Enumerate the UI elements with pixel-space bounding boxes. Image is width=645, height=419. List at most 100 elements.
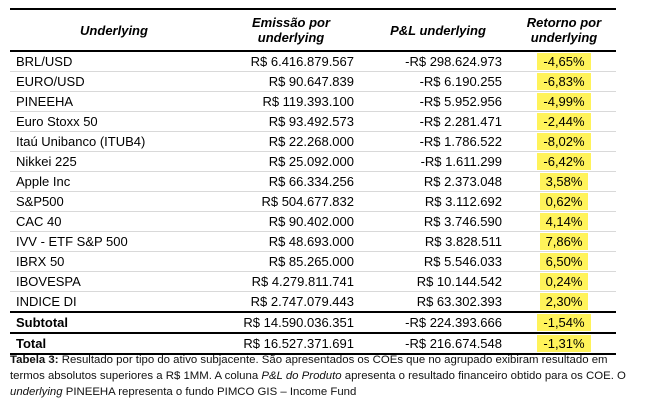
highlighted-return-value: 2,30% bbox=[539, 293, 589, 310]
highlighted-return-value: 0,62% bbox=[539, 193, 589, 210]
cell-underlying: Total bbox=[10, 333, 218, 355]
cell-emissao: R$ 14.590.036.351 bbox=[218, 312, 364, 334]
caption-text-2: apresenta o resultado financeiro obtido … bbox=[341, 370, 626, 382]
table-row: S&P500 R$ 504.677.832 R$ 3.112.692 0,62% bbox=[10, 191, 616, 212]
table-row: PINEEHA R$ 119.393.100 -R$ 5.952.956 -4,99% bbox=[10, 91, 616, 112]
highlighted-return-value: -2,44% bbox=[537, 113, 591, 130]
caption-text-1: Resultado por tipo do ativo subjacente. … bbox=[10, 354, 608, 382]
cell-retorno: 7,86% bbox=[512, 231, 616, 252]
table-row: Itaú Unibanco (ITUB4) R$ 22.268.000 -R$ 1.… bbox=[10, 131, 616, 152]
cell-pl: R$ 3.746.590 bbox=[364, 211, 512, 232]
cell-underlying: S&P500 bbox=[10, 191, 218, 212]
cell-pl: -R$ 2.281.471 bbox=[364, 111, 512, 132]
cell-retorno: -4,99% bbox=[512, 91, 616, 112]
cell-emissao: R$ 90.647.839 bbox=[218, 71, 364, 92]
cell-underlying: Apple Inc bbox=[10, 171, 218, 192]
cell-underlying: IBRX 50 bbox=[10, 251, 218, 272]
results-table-container: Underlying Emissão por underlying P&L un… bbox=[10, 8, 616, 355]
cell-retorno: -1,31% bbox=[512, 333, 616, 355]
cell-emissao: R$ 4.279.811.741 bbox=[218, 271, 364, 292]
cell-pl: R$ 3.828.511 bbox=[364, 231, 512, 252]
table-row: IVV - ETF S&P 500 R$ 48.693.000 R$ 3.828.5… bbox=[10, 231, 616, 252]
highlighted-return-value: -8,02% bbox=[537, 133, 591, 150]
highlighted-return-value: -6,83% bbox=[537, 73, 591, 90]
highlighted-return-value: -1,54% bbox=[537, 314, 591, 331]
cell-retorno: 6,50% bbox=[512, 251, 616, 272]
highlighted-return-value: -6,42% bbox=[537, 153, 591, 170]
cell-emissao: R$ 6.416.879.567 bbox=[218, 51, 364, 72]
cell-underlying: IVV - ETF S&P 500 bbox=[10, 231, 218, 252]
cell-emissao: R$ 85.265.000 bbox=[218, 251, 364, 272]
table-caption: Tabela 3: Resultado por tipo do ativo su… bbox=[10, 352, 635, 400]
cell-emissao: R$ 25.092.000 bbox=[218, 151, 364, 172]
cell-emissao: R$ 504.677.832 bbox=[218, 191, 364, 212]
caption-italic-1: P&L do Produto bbox=[261, 370, 342, 382]
cell-retorno: 4,14% bbox=[512, 211, 616, 232]
header-pl: P&L underlying bbox=[364, 8, 512, 52]
cell-pl: -R$ 1.611.299 bbox=[364, 151, 512, 172]
cell-retorno: 0,24% bbox=[512, 271, 616, 292]
cell-retorno: -1,54% bbox=[512, 312, 616, 334]
highlighted-return-value: -1,31% bbox=[537, 335, 591, 352]
caption-text-3: PINEEHA representa o fundo PIMCO GIS – I… bbox=[62, 386, 357, 398]
cell-underlying: INDICE DI bbox=[10, 291, 218, 313]
highlighted-return-value: -4,65% bbox=[537, 53, 591, 70]
caption-italic-2: underlying bbox=[10, 386, 63, 398]
cell-underlying: BRL/USD bbox=[10, 51, 218, 72]
cell-emissao: R$ 2.747.079.443 bbox=[218, 291, 364, 313]
results-table: Underlying Emissão por underlying P&L un… bbox=[10, 8, 616, 355]
highlighted-return-value: 7,86% bbox=[539, 233, 589, 250]
table-row: INDICE DI R$ 2.747.079.443 R$ 63.302.393 2,… bbox=[10, 291, 616, 313]
cell-retorno: -6,83% bbox=[512, 71, 616, 92]
table-row: IBOVESPA R$ 4.279.811.741 R$ 10.144.542 0,2… bbox=[10, 271, 616, 292]
cell-retorno: 3,58% bbox=[512, 171, 616, 192]
cell-emissao: R$ 22.268.000 bbox=[218, 131, 364, 152]
subtotal-row: Subtotal R$ 14.590.036.351 -R$ 224.393.666… bbox=[10, 312, 616, 334]
table-row: Apple Inc R$ 66.334.256 R$ 2.373.048 3,58% bbox=[10, 171, 616, 192]
table-row: BRL/USD R$ 6.416.879.567 -R$ 298.624.973 -4… bbox=[10, 51, 616, 72]
highlighted-return-value: 4,14% bbox=[539, 213, 589, 230]
table-row: IBRX 50 R$ 85.265.000 R$ 5.546.033 6,50% bbox=[10, 251, 616, 272]
cell-pl: -R$ 298.624.973 bbox=[364, 51, 512, 72]
table-row: EURO/USD R$ 90.647.839 -R$ 6.190.255 -6,83% bbox=[10, 71, 616, 92]
cell-pl: R$ 2.373.048 bbox=[364, 171, 512, 192]
cell-underlying: Nikkei 225 bbox=[10, 151, 218, 172]
highlighted-return-value: 0,24% bbox=[539, 273, 589, 290]
header-underlying: Underlying bbox=[10, 8, 218, 52]
cell-retorno: -8,02% bbox=[512, 131, 616, 152]
cell-pl: R$ 3.112.692 bbox=[364, 191, 512, 212]
cell-emissao: R$ 93.492.573 bbox=[218, 111, 364, 132]
cell-underlying: Subtotal bbox=[10, 312, 218, 334]
table-row: CAC 40 R$ 90.402.000 R$ 3.746.590 4,14% bbox=[10, 211, 616, 232]
cell-emissao: R$ 48.693.000 bbox=[218, 231, 364, 252]
cell-underlying: EURO/USD bbox=[10, 71, 218, 92]
cell-underlying: PINEEHA bbox=[10, 91, 218, 112]
highlighted-return-value: -4,99% bbox=[537, 93, 591, 110]
cell-underlying: Euro Stoxx 50 bbox=[10, 111, 218, 132]
cell-pl: R$ 63.302.393 bbox=[364, 291, 512, 313]
cell-emissao: R$ 119.393.100 bbox=[218, 91, 364, 112]
cell-pl: -R$ 1.786.522 bbox=[364, 131, 512, 152]
highlighted-return-value: 6,50% bbox=[539, 253, 589, 270]
cell-pl: -R$ 216.674.548 bbox=[364, 333, 512, 355]
table-row: Nikkei 225 R$ 25.092.000 -R$ 1.611.299 -6,4… bbox=[10, 151, 616, 172]
cell-retorno: 2,30% bbox=[512, 291, 616, 313]
cell-pl: -R$ 224.393.666 bbox=[364, 312, 512, 334]
cell-pl: -R$ 5.952.956 bbox=[364, 91, 512, 112]
cell-retorno: -2,44% bbox=[512, 111, 616, 132]
cell-retorno: -4,65% bbox=[512, 51, 616, 72]
table-row: Euro Stoxx 50 R$ 93.492.573 -R$ 2.281.471 -… bbox=[10, 111, 616, 132]
total-row: Total R$ 16.527.371.691 -R$ 216.674.548 -1,… bbox=[10, 333, 616, 355]
header-retorno: Retorno por underlying bbox=[512, 8, 616, 52]
cell-pl: R$ 10.144.542 bbox=[364, 271, 512, 292]
cell-underlying: Itaú Unibanco (ITUB4) bbox=[10, 131, 218, 152]
header-emissao: Emissão por underlying bbox=[218, 8, 364, 52]
table-header-row: Underlying Emissão por underlying P&L un… bbox=[10, 8, 616, 52]
table-body: BRL/USD R$ 6.416.879.567 -R$ 298.624.973 -4… bbox=[10, 51, 616, 355]
cell-emissao: R$ 90.402.000 bbox=[218, 211, 364, 232]
cell-pl: -R$ 6.190.255 bbox=[364, 71, 512, 92]
cell-pl: R$ 5.546.033 bbox=[364, 251, 512, 272]
cell-retorno: -6,42% bbox=[512, 151, 616, 172]
cell-emissao: R$ 16.527.371.691 bbox=[218, 333, 364, 355]
cell-underlying: CAC 40 bbox=[10, 211, 218, 232]
